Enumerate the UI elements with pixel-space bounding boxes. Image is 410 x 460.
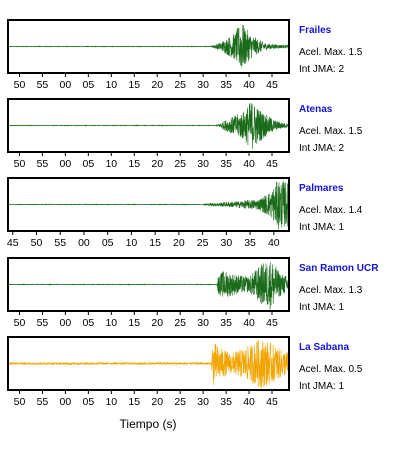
panel-frame — [7, 336, 290, 391]
x-tick-label: 30 — [221, 237, 233, 249]
waveform-line — [7, 102, 290, 150]
panel-frame — [7, 257, 290, 312]
panel-frame — [7, 177, 290, 232]
x-tick-label: 05 — [83, 79, 95, 91]
panel-la-sabana: 50 55 00 05 10 15 20 25 30 35 40 45 La Sabana Acel. M… — [7, 336, 363, 408]
x-tick-label: 00 — [60, 396, 72, 408]
waveform-line — [7, 181, 290, 230]
x-tick-label: 20 — [173, 237, 185, 249]
panel-frame — [7, 19, 290, 74]
x-tick-label: 50 — [14, 396, 26, 408]
x-tick-label: 45 — [266, 396, 278, 408]
x-tick-label: 25 — [174, 158, 186, 170]
x-tick-label: 05 — [83, 158, 95, 170]
jma-intensity-label: Int JMA: 1 — [299, 381, 344, 392]
x-tick-label: 35 — [220, 79, 232, 91]
max-acceleration-label: Acel. Max. 1.5 — [299, 47, 363, 58]
x-tick-label: 10 — [105, 158, 117, 170]
x-tick-label: 15 — [128, 158, 140, 170]
station-name: Atenas — [299, 104, 333, 115]
x-tick-label: 20 — [151, 158, 163, 170]
x-tick-label: 50 — [31, 237, 43, 249]
waveform-line — [7, 339, 290, 389]
x-tick-label: 25 — [197, 237, 209, 249]
max-acceleration-label: Acel. Max. 1.3 — [299, 285, 363, 296]
x-tick-label: 25 — [174, 79, 186, 91]
x-tick-label: 40 — [243, 396, 255, 408]
x-tick-label: 25 — [174, 396, 186, 408]
x-tick-label: 15 — [128, 396, 140, 408]
x-tick-label: 35 — [220, 158, 232, 170]
panel-frailes: 50 55 00 05 10 15 20 25 30 35 40 45 Frailes Acel. Max… — [7, 19, 363, 91]
x-tick-label: 40 — [243, 317, 255, 329]
max-acceleration-label: Acel. Max. 1.4 — [299, 205, 363, 216]
x-tick-label: 40 — [243, 79, 255, 91]
x-tick-label: 55 — [54, 237, 66, 249]
x-tick-label: 20 — [151, 396, 163, 408]
x-tick-label: 50 — [14, 79, 26, 91]
x-tick-label: 50 — [14, 317, 26, 329]
x-tick-label: 00 — [60, 317, 72, 329]
x-tick-label: 55 — [37, 317, 49, 329]
waveform-line — [7, 25, 290, 68]
x-tick-label: 30 — [197, 396, 209, 408]
x-tick-label: 30 — [197, 158, 209, 170]
x-tick-label: 20 — [151, 79, 163, 91]
x-tick-label: 50 — [14, 158, 26, 170]
jma-intensity-label: Int JMA: 1 — [299, 222, 344, 233]
x-tick-label: 35 — [220, 396, 232, 408]
jma-intensity-label: Int JMA: 1 — [299, 302, 344, 313]
x-tick-label: 40 — [243, 158, 255, 170]
x-tick-label: 05 — [83, 396, 95, 408]
x-tick-label: 15 — [149, 237, 161, 249]
max-acceleration-label: Acel. Max. 1.5 — [299, 126, 363, 137]
x-tick-label: 55 — [37, 396, 49, 408]
x-axis-title: Tiempo (s) — [120, 417, 177, 431]
x-tick-label: 25 — [174, 317, 186, 329]
x-tick-label: 55 — [37, 79, 49, 91]
station-name: San Ramon UCR — [299, 263, 379, 274]
waveform-line — [7, 262, 290, 310]
x-tick-label: 10 — [105, 79, 117, 91]
x-tick-label: 45 — [266, 317, 278, 329]
panel-palmares: 45 50 55 00 05 10 15 20 25 30 35 40 Palmares Acel. Ma… — [7, 177, 363, 249]
station-name: La Sabana — [299, 342, 349, 353]
x-tick-label: 15 — [128, 79, 140, 91]
x-tick-label: 05 — [102, 237, 114, 249]
panel-san-ramon-ucr: 50 55 00 05 10 15 20 25 30 35 40 45 San Ramon UCR Ace… — [7, 257, 379, 329]
panel-atenas: 50 55 00 05 10 15 20 25 30 35 40 45 Atenas Acel. Max.… — [7, 98, 363, 170]
x-tick-label: 40 — [268, 237, 280, 249]
x-tick-label: 55 — [37, 158, 49, 170]
x-tick-label: 10 — [126, 237, 138, 249]
jma-intensity-label: Int JMA: 2 — [299, 143, 344, 154]
x-tick-label: 00 — [78, 237, 90, 249]
x-tick-label: 20 — [151, 317, 163, 329]
max-acceleration-label: Acel. Max. 0.5 — [299, 364, 363, 375]
x-tick-label: 05 — [83, 317, 95, 329]
x-tick-label: 45 — [266, 79, 278, 91]
x-tick-label: 45 — [7, 237, 19, 249]
x-tick-label: 00 — [60, 158, 72, 170]
x-tick-label: 10 — [105, 396, 117, 408]
x-tick-label: 35 — [244, 237, 256, 249]
x-tick-label: 15 — [128, 317, 140, 329]
station-name: Palmares — [299, 183, 344, 194]
x-tick-label: 35 — [220, 317, 232, 329]
x-tick-label: 45 — [266, 158, 278, 170]
x-tick-label: 00 — [60, 79, 72, 91]
jma-intensity-label: Int JMA: 2 — [299, 64, 344, 75]
panel-frame — [7, 98, 290, 153]
x-tick-label: 30 — [197, 79, 209, 91]
station-name: Frailes — [299, 25, 332, 36]
x-tick-label: 10 — [105, 317, 117, 329]
x-tick-label: 30 — [197, 317, 209, 329]
